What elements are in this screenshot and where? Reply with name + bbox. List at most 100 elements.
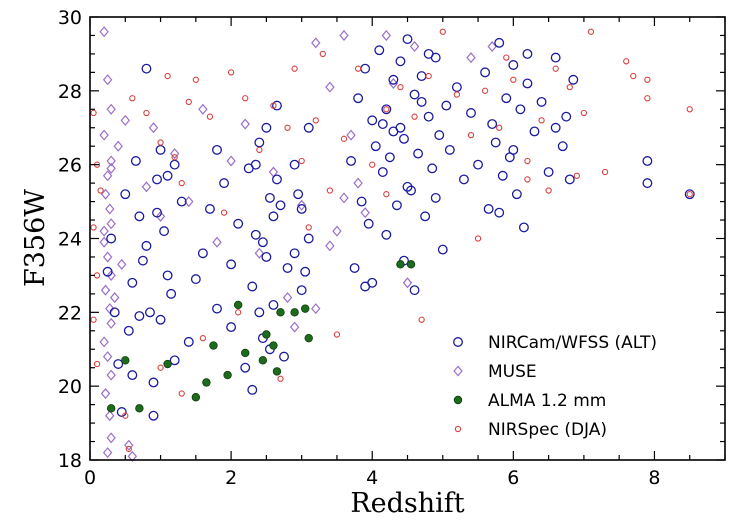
data-point-nircam-wfss-alt bbox=[226, 259, 237, 270]
data-point-nircam-wfss-alt bbox=[116, 407, 127, 417]
data-point-nircam-wfss-alt bbox=[226, 322, 237, 333]
data-point-nircam-wfss-alt bbox=[134, 311, 145, 321]
data-point-nirspec-dja bbox=[270, 102, 277, 109]
data-point-muse bbox=[311, 303, 321, 315]
data-point-nircam-wfss-alt bbox=[113, 359, 124, 369]
data-point-nirspec-dja bbox=[143, 109, 150, 117]
data-point-alma-1-2-mm bbox=[269, 341, 278, 350]
data-point-muse bbox=[124, 439, 134, 451]
data-point-nircam-wfss-alt bbox=[437, 244, 448, 255]
data-point-nirspec-dja bbox=[129, 95, 136, 102]
data-point-muse bbox=[100, 188, 111, 200]
data-point-nirspec-dja bbox=[411, 113, 418, 120]
data-point-nirspec-dja bbox=[453, 91, 461, 98]
data-point-nircam-wfss-alt bbox=[416, 96, 427, 107]
data-point-muse bbox=[106, 218, 116, 230]
data-point-nircam-wfss-alt bbox=[152, 174, 162, 185]
data-point-nircam-wfss-alt bbox=[374, 45, 385, 56]
data-point-nircam-wfss-alt bbox=[458, 174, 469, 185]
data-point-nirspec-dja bbox=[284, 124, 291, 131]
data-point-nircam-wfss-alt bbox=[430, 192, 441, 203]
data-point-nircam-wfss-alt bbox=[360, 281, 371, 292]
data-point-alma-1-2-mm bbox=[121, 356, 130, 365]
data-point-nircam-wfss-alt bbox=[289, 159, 300, 170]
data-point-nircam-wfss-alt bbox=[254, 307, 265, 318]
data-point-nircam-wfss-alt bbox=[155, 144, 166, 155]
data-point-nirspec-dja bbox=[164, 72, 171, 80]
data-point-nircam-wfss-alt bbox=[427, 163, 438, 174]
data-point-nirspec-dja bbox=[340, 135, 348, 142]
x-tick-label: 4 bbox=[366, 467, 378, 489]
data-point-nircam-wfss-alt bbox=[250, 229, 261, 240]
data-point-nircam-wfss-alt bbox=[522, 78, 533, 89]
y-tick-label: 24 bbox=[58, 229, 82, 251]
data-point-nirspec-dja bbox=[157, 139, 164, 146]
data-point-nircam-wfss-alt bbox=[564, 174, 575, 185]
data-point-muse bbox=[127, 450, 138, 462]
data-point-muse bbox=[360, 207, 370, 219]
data-point-nircam-wfss-alt bbox=[416, 71, 427, 82]
x-tick-label: 6 bbox=[507, 467, 519, 489]
data-point-alma-1-2-mm bbox=[233, 300, 243, 310]
data-point-alma-1-2-mm bbox=[209, 341, 218, 350]
data-point-nircam-wfss-alt bbox=[152, 207, 162, 218]
data-point-nirspec-dja bbox=[496, 124, 503, 131]
data-point-nircam-wfss-alt bbox=[145, 307, 155, 318]
data-point-nirspec-dja bbox=[122, 412, 129, 419]
data-point-nircam-wfss-alt bbox=[391, 200, 402, 211]
data-point-muse bbox=[282, 292, 293, 304]
y-tick-label: 20 bbox=[58, 376, 82, 398]
data-point-muse bbox=[102, 351, 113, 363]
data-point-nircam-wfss-alt bbox=[508, 144, 519, 155]
data-point-nirspec-dja bbox=[298, 157, 305, 165]
data-point-nircam-wfss-alt bbox=[642, 156, 653, 166]
data-point-nircam-wfss-alt bbox=[250, 159, 261, 170]
data-point-nircam-wfss-alt bbox=[272, 100, 282, 111]
data-markers-layer bbox=[90, 26, 695, 462]
data-point-muse bbox=[106, 317, 116, 329]
data-point-nirspec-dja bbox=[538, 117, 545, 124]
data-point-nirspec-dja bbox=[573, 172, 580, 179]
data-point-nirspec-dja bbox=[630, 72, 637, 80]
data-point-nircam-wfss-alt bbox=[162, 270, 173, 281]
data-point-nircam-wfss-alt bbox=[303, 122, 314, 133]
data-point-muse bbox=[226, 155, 236, 167]
data-point-nircam-wfss-alt bbox=[212, 303, 222, 314]
data-point-alma-1-2-mm bbox=[406, 260, 416, 269]
data-point-nircam-wfss-alt bbox=[282, 263, 293, 273]
data-point-muse bbox=[240, 118, 250, 130]
data-point-alma-1-2-mm bbox=[262, 330, 271, 339]
data-point-nircam-wfss-alt bbox=[257, 237, 268, 248]
data-point-alma-1-2-mm bbox=[106, 404, 116, 413]
data-point-nirspec-dja bbox=[566, 83, 573, 91]
data-point-nircam-wfss-alt bbox=[367, 115, 378, 126]
data-point-nirspec-dja bbox=[644, 76, 651, 83]
data-point-nircam-wfss-alt bbox=[501, 93, 512, 104]
data-point-nircam-wfss-alt bbox=[511, 189, 522, 200]
data-point-nircam-wfss-alt bbox=[409, 89, 420, 100]
data-point-nircam-wfss-alt bbox=[247, 281, 258, 292]
data-point-nircam-wfss-alt bbox=[363, 218, 374, 229]
legend-label: ALMA 1.2 mm bbox=[488, 391, 606, 411]
data-point-nirspec-dja bbox=[354, 65, 362, 72]
data-point-muse bbox=[102, 74, 113, 86]
data-point-muse bbox=[99, 336, 109, 348]
data-point-muse bbox=[409, 41, 420, 53]
data-point-nircam-wfss-alt bbox=[381, 104, 392, 115]
data-point-nirspec-dja bbox=[93, 272, 101, 279]
data-point-nircam-wfss-alt bbox=[137, 255, 148, 266]
data-point-nirspec-dja bbox=[93, 360, 101, 368]
data-point-muse bbox=[106, 162, 116, 174]
data-point-muse bbox=[105, 410, 115, 422]
data-point-nirspec-dja bbox=[192, 76, 199, 83]
data-point-nirspec-dja bbox=[185, 98, 192, 106]
data-point-nircam-wfss-alt bbox=[395, 56, 406, 67]
data-point-muse bbox=[102, 251, 113, 263]
data-point-nircam-wfss-alt bbox=[529, 126, 540, 137]
data-point-nirspec-dja bbox=[481, 87, 489, 94]
legend-marker bbox=[454, 425, 462, 433]
data-point-nirspec-dja bbox=[686, 106, 693, 113]
legend-label: NIRCam/WFSS (ALT) bbox=[488, 333, 657, 353]
data-point-nircam-wfss-alt bbox=[413, 148, 424, 159]
data-point-muse bbox=[346, 129, 356, 141]
